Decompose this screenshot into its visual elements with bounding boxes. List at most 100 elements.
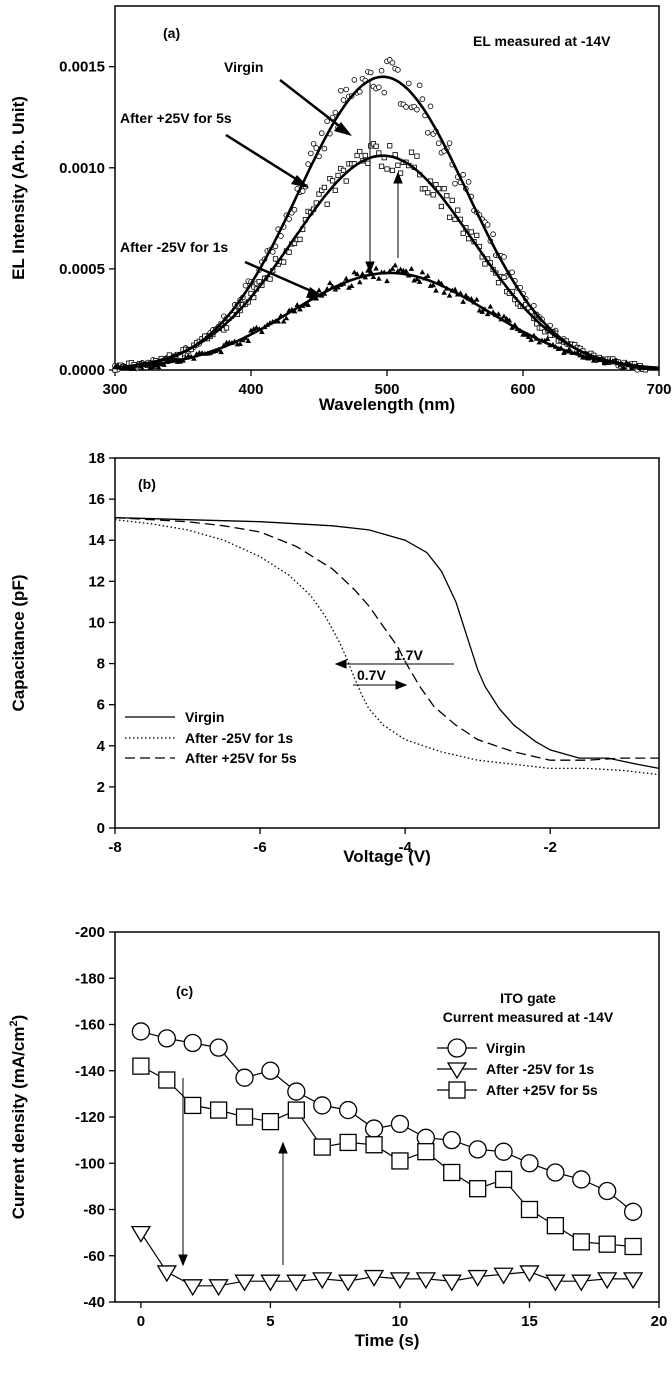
marker-circle [338, 1100, 358, 1120]
marker-square [365, 1136, 383, 1154]
y-tick-label: -80 [83, 1202, 105, 1219]
x-tick-label: 600 [510, 381, 535, 398]
data-point-triangle [414, 276, 420, 282]
marker-circle [157, 1029, 176, 1048]
data-point-circle [460, 171, 466, 178]
data-point-square [321, 184, 328, 191]
data-point-circle [465, 179, 472, 185]
marker-square [158, 1071, 176, 1089]
y-tick-label: -200 [75, 924, 105, 941]
data-point-square [223, 325, 230, 331]
shift-arrows-b [334, 659, 454, 690]
data-point-circle [531, 302, 537, 309]
legend-c-marker-plus25 [448, 1081, 466, 1099]
data-point-square [433, 181, 439, 188]
data-point-triangle [419, 269, 426, 275]
y-tick-label: 10 [88, 614, 105, 631]
marker-square [261, 1112, 280, 1131]
y-tick-label: -100 [75, 1155, 105, 1172]
marker-square [469, 1180, 487, 1198]
marker-triangle-down [441, 1274, 462, 1292]
y-tick-label: 14 [88, 532, 105, 549]
marker-triangle-down [467, 1269, 488, 1287]
marker-circle [131, 1022, 151, 1041]
y-tick-label: 0.0010 [59, 160, 105, 177]
legend-c-plus25: After +25V for 5s [486, 1082, 598, 1098]
data-point-circle [367, 69, 374, 76]
panel-b-xlabel: Voltage (V) [343, 847, 431, 866]
data-point-square [316, 191, 322, 197]
data-point-triangle [297, 306, 303, 312]
marker-square [494, 1170, 513, 1189]
data-point-circle [318, 130, 325, 137]
data-point-triangle [250, 326, 257, 332]
data-point-triangle [487, 303, 494, 309]
data-point-triangle [370, 274, 377, 280]
legend-c-minus25: After -25V for 1s [486, 1061, 594, 1077]
data-point-triangle [248, 327, 254, 333]
y-tick-label: 8 [97, 656, 105, 673]
data-point-triangle [503, 315, 510, 321]
marker-square [339, 1133, 357, 1152]
data-point-triangle [425, 272, 431, 278]
data-point-triangle [501, 313, 507, 319]
marker-square [287, 1101, 305, 1119]
x-tick-label: 300 [102, 381, 127, 398]
data-point-square [441, 186, 447, 192]
data-point-triangle [433, 287, 439, 293]
data-point-circle [403, 104, 409, 110]
marker-circle [468, 1140, 487, 1159]
data-point-triangle [218, 349, 224, 355]
legend-c-marker-virgin [447, 1038, 467, 1058]
marker-triangle-down [182, 1279, 203, 1297]
data-point-circle [446, 140, 453, 146]
data-point-circle [376, 84, 382, 91]
marker-triangle-down [415, 1272, 437, 1290]
legend-c: Virgin After -25V for 1s After +25V for … [437, 1038, 598, 1099]
data-point-triangle [351, 269, 358, 275]
data-point-triangle [332, 286, 339, 292]
data-point-triangle [509, 324, 515, 330]
x-tick-label: 400 [238, 381, 263, 398]
x-tick-label: 5 [266, 1313, 274, 1330]
data-point-triangle [525, 334, 532, 340]
data-point-square [340, 167, 347, 174]
marker-triangle-down [493, 1267, 514, 1285]
marker-circle [209, 1038, 228, 1057]
y-tick-label: -160 [75, 1017, 105, 1034]
marker-square [546, 1217, 565, 1235]
panel-c-current-density: 0 5 10 15 20 -40 -60 -80 -100 -120 -140 -160 -180 -20… [8, 924, 667, 1350]
legend-c-title-2: Current measured at -14V [443, 1009, 614, 1025]
legend-b-minus25: After -25V for 1s [185, 730, 293, 746]
legend-c-title-1: ITO gate [500, 990, 556, 1006]
data-point-square [335, 172, 341, 179]
data-point-circle [310, 140, 317, 147]
data-point-circle [389, 60, 396, 66]
data-point-square [332, 187, 338, 193]
label-after-plus25: After +25V for 5s [120, 110, 232, 126]
data-point-square [343, 178, 349, 184]
data-point-triangle [528, 336, 534, 342]
data-point-triangle [357, 279, 363, 285]
label-after-minus25: After -25V for 1s [120, 239, 228, 255]
data-point-square [324, 201, 330, 207]
data-point-square [438, 203, 445, 210]
data-point-triangle [343, 275, 349, 281]
data-point-triangle [346, 284, 352, 290]
data-point-square [286, 249, 292, 255]
data-point-square [378, 163, 385, 169]
data-point-circle [490, 231, 496, 238]
marker-triangle-down [286, 1274, 307, 1292]
data-point-square [430, 192, 436, 198]
data-point-triangle [411, 277, 417, 283]
data-point-square [297, 236, 303, 242]
annotation-1-7v: 1.7V [394, 647, 423, 663]
marker-circle [546, 1163, 565, 1182]
y-tick-label: -60 [83, 1248, 105, 1265]
data-point-triangle [283, 315, 290, 321]
data-point-triangle [403, 268, 409, 274]
marker-square [417, 1143, 435, 1161]
x-tick-label: -2 [544, 839, 557, 856]
marker-square [209, 1101, 228, 1119]
marker-triangle-down [130, 1225, 152, 1243]
